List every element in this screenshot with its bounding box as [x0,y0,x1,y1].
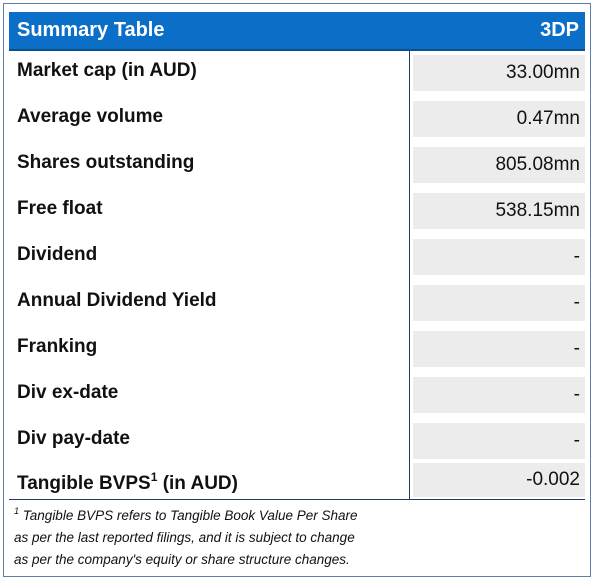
table-row-div-ex-date: Div ex-date - [9,373,585,419]
row-value: - [413,331,585,367]
table-row-annual-dividend-yield: Annual Dividend Yield - [9,281,585,327]
row-value: - [413,239,585,275]
footnote-text: Tangible BVPS refers to Tangible Book Va… [22,508,358,523]
row-value: 33.00mn [413,55,585,91]
row-label: Div pay-date [17,428,130,449]
header-title: Summary Table [17,19,165,41]
table-row-div-pay-date: Div pay-date - [9,419,585,465]
row-value: -0.002 [413,463,585,497]
row-label: Free float [17,198,103,219]
footnote-line-1: 1 Tangible BVPS refers to Tangible Book … [14,505,574,527]
row-value: 0.47mn [413,101,585,137]
table-row-tangible-bvps: Tangible BVPS1 (in AUD) -0.002 [9,463,585,501]
footnote-number: 1 [14,506,20,516]
table-row-shares-outstanding: Shares outstanding 805.08mn [9,143,585,189]
row-label: Market cap (in AUD) [17,60,197,81]
row-value: - [413,285,585,321]
column-divider [409,51,410,500]
row-label: Franking [17,336,98,357]
row-label-suffix: (in AUD) [157,473,238,494]
table-row-free-float: Free float 538.15mn [9,189,585,235]
header-rule [9,49,585,51]
row-value: - [413,377,585,413]
row-label: Tangible BVPS1 (in AUD) [17,463,238,509]
row-label: Div ex-date [17,382,119,403]
footnote: 1 Tangible BVPS refers to Tangible Book … [14,505,574,571]
footnote-line-2: as per the last reported filings, and it… [14,530,355,545]
header-ticker: 3DP [540,19,579,41]
row-label: Average volume [17,106,164,127]
row-value: 538.15mn [413,193,585,229]
table-bottom-rule [9,499,585,500]
table-row-dividend: Dividend - [9,235,585,281]
table-header: Summary Table 3DP [9,12,585,49]
table-row-average-volume: Average volume 0.47mn [9,97,585,143]
row-label: Shares outstanding [17,152,195,173]
footnote-marker: 1 [150,470,158,484]
table-row-franking: Franking - [9,327,585,373]
row-label-text: Tangible BVPS [17,473,151,494]
row-label: Dividend [17,244,98,265]
table-row-market-cap: Market cap (in AUD) 33.00mn [9,51,585,97]
row-value: - [413,423,585,459]
row-label: Annual Dividend Yield [17,290,217,311]
footnote-line-3: as per the company's equity or share str… [14,552,350,567]
row-value: 805.08mn [413,147,585,183]
